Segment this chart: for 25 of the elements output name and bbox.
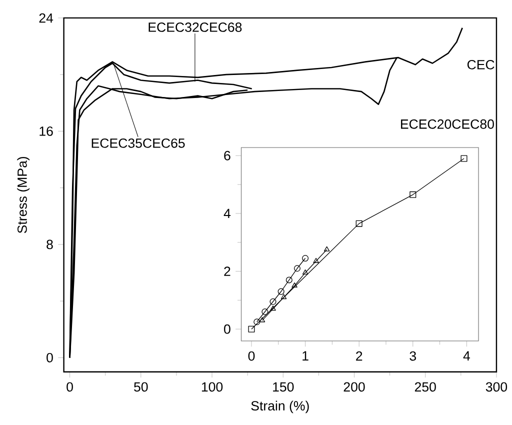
annotation: CEC bbox=[467, 60, 494, 70]
x-tick-label: 300 bbox=[486, 382, 508, 392]
x-tick-label: 0 bbox=[248, 351, 255, 361]
y-tick-label: 24 bbox=[39, 13, 54, 23]
x-tick-label: 3 bbox=[410, 351, 416, 361]
y-tick-label: 6 bbox=[224, 151, 230, 160]
annotation: ECEC32CEC68 bbox=[148, 22, 242, 32]
y-axis-title: Stress (MPa) bbox=[17, 157, 30, 234]
y-tick-label: 2 bbox=[224, 266, 230, 276]
x-tick-label: 4 bbox=[463, 351, 470, 361]
annotation: ECEC35CEC65 bbox=[92, 138, 185, 148]
x-tick-label: 100 bbox=[202, 382, 223, 392]
annotation: ECEC20CEC80 bbox=[401, 120, 494, 129]
y-tick-label: 8 bbox=[46, 240, 53, 250]
x-tick-label: 0 bbox=[66, 382, 73, 392]
x-tick-label: 250 bbox=[414, 382, 436, 392]
y-tick-label: 16 bbox=[40, 126, 53, 136]
x-tick-label: 50 bbox=[134, 382, 148, 392]
x-axis-title: Strain (%) bbox=[251, 400, 309, 414]
x-tick-label: 200 bbox=[344, 382, 365, 392]
x-tick-label: 1 bbox=[302, 351, 308, 361]
x-tick-label: 2 bbox=[356, 351, 362, 361]
y-tick-label: 4 bbox=[224, 209, 231, 218]
y-tick-label: 0 bbox=[224, 324, 230, 334]
x-tick-label: 150 bbox=[273, 382, 294, 392]
